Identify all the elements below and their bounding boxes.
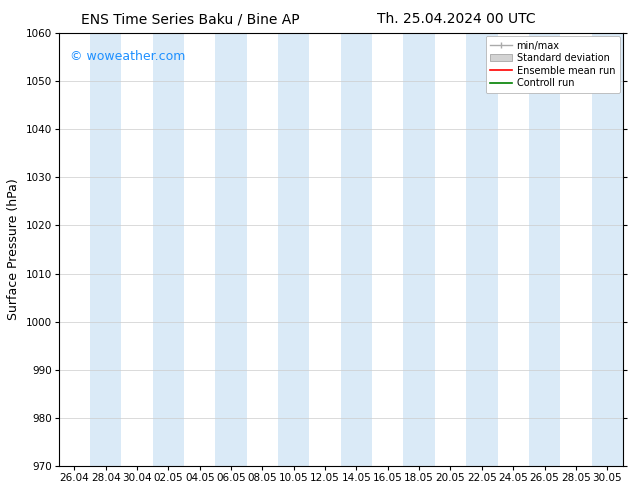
Bar	[403, 33, 435, 466]
Text: Th. 25.04.2024 00 UTC: Th. 25.04.2024 00 UTC	[377, 12, 536, 26]
Bar	[216, 33, 247, 466]
Bar	[466, 33, 498, 466]
Bar	[153, 33, 184, 466]
Bar	[592, 33, 623, 466]
Bar	[529, 33, 560, 466]
Text: © woweather.com: © woweather.com	[70, 50, 185, 63]
Y-axis label: Surface Pressure (hPa): Surface Pressure (hPa)	[7, 179, 20, 320]
Bar	[278, 33, 309, 466]
Legend: min/max, Standard deviation, Ensemble mean run, Controll run: min/max, Standard deviation, Ensemble me…	[486, 36, 620, 93]
Bar	[90, 33, 121, 466]
Bar	[341, 33, 372, 466]
Text: ENS Time Series Baku / Bine AP: ENS Time Series Baku / Bine AP	[81, 12, 299, 26]
